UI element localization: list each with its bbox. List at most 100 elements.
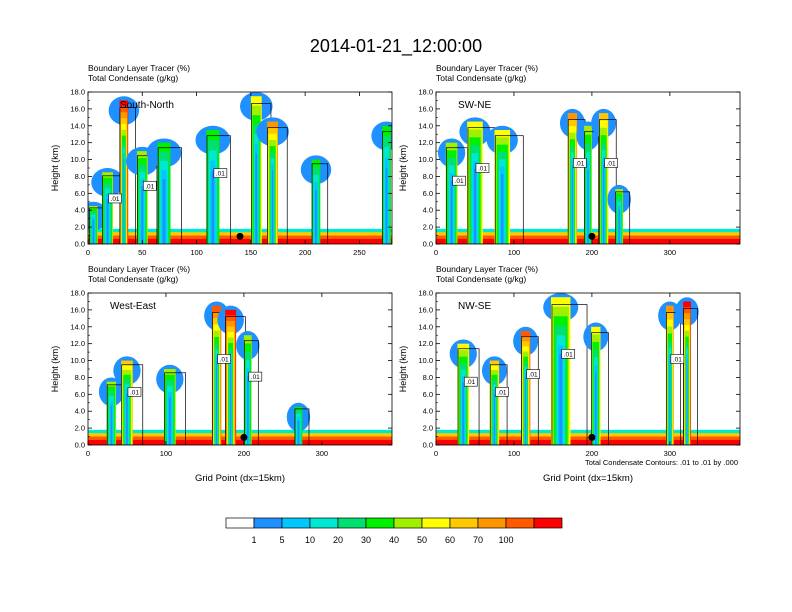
- condensate-contour: [521, 336, 539, 445]
- boundary-layer-band: [88, 238, 392, 244]
- tracer-column: [247, 376, 249, 445]
- contour-label: .01: [111, 196, 120, 203]
- y-tick-label: 16.0: [418, 104, 433, 113]
- condensate-contour: [615, 191, 631, 244]
- location-marker: [240, 433, 248, 441]
- tracer-column: [618, 209, 620, 244]
- contour-label: .01: [130, 389, 139, 396]
- y-axis-label: Height (km): [50, 145, 60, 192]
- condensate-contour: [599, 119, 617, 244]
- contour-label: .01: [220, 356, 229, 363]
- y-tick-label: 6.0: [423, 390, 433, 399]
- x-tick-label: 100: [508, 248, 521, 257]
- tracer-column: [271, 170, 274, 244]
- contour-label-box: [573, 158, 587, 168]
- tracer-column: [571, 165, 573, 244]
- colorbar-swatch: [421, 517, 451, 529]
- condensate-contour: [206, 135, 231, 244]
- contour-label: .01: [251, 374, 260, 381]
- condensate-contour: [551, 304, 588, 445]
- condensate-contour: [494, 135, 524, 244]
- y-tick-label: 0.0: [423, 441, 433, 450]
- y-tick-label: 14.0: [418, 322, 433, 331]
- tracer-column: [92, 220, 95, 244]
- colorbar-label: 70: [473, 535, 483, 545]
- x-tick-label: 200: [586, 248, 599, 257]
- y-tick-label: 18.0: [70, 88, 85, 97]
- x-tick-label: 50: [138, 248, 146, 257]
- condensate-contour: [382, 131, 392, 244]
- panel-3: Boundary Layer Tracer (%)Total Condensat…: [50, 264, 393, 484]
- tracer-column: [603, 164, 605, 244]
- colorbar-label: 30: [361, 535, 371, 545]
- tracer-column: [525, 377, 527, 445]
- contour-label: .01: [575, 160, 584, 167]
- panel-heading-condensate: Total Condensate (g/kg): [88, 73, 178, 83]
- contour-label: .01: [478, 166, 487, 173]
- x-tick-label: 200: [299, 248, 312, 257]
- tracer-column: [462, 382, 465, 445]
- colorbar-label: 60: [445, 535, 455, 545]
- contour-label-box: [127, 387, 142, 397]
- tracer-column: [559, 354, 563, 445]
- x-axis-label: Grid Point (dx=15km): [195, 473, 285, 484]
- x-tick-label: 300: [316, 449, 329, 458]
- location-marker: [588, 232, 596, 240]
- tracer-column: [230, 365, 232, 445]
- colorbar-swatch: [393, 517, 423, 529]
- y-tick-label: 4.0: [423, 206, 433, 215]
- y-axis-label: Height (km): [398, 145, 408, 192]
- colorbar-label: 5: [279, 535, 284, 545]
- y-tick-label: 18.0: [418, 88, 433, 97]
- y-tick-label: 16.0: [418, 305, 433, 314]
- y-tick-label: 8.0: [75, 373, 85, 382]
- contour-label-box: [217, 354, 231, 364]
- colorbar-label: 40: [389, 535, 399, 545]
- tracer-column: [123, 159, 125, 244]
- colorbar-swatch: [281, 517, 311, 529]
- tracer-column: [106, 199, 109, 244]
- colorbar-label: 20: [333, 535, 343, 545]
- y-tick-label: 16.0: [70, 104, 85, 113]
- panel-1: Boundary Layer Tracer (%)Total Condensat…: [50, 63, 393, 257]
- panel-heading-condensate: Total Condensate (g/kg): [436, 274, 526, 284]
- y-tick-label: 4.0: [75, 407, 85, 416]
- x-tick-label: 300: [664, 449, 677, 458]
- y-tick-label: 4.0: [75, 206, 85, 215]
- colorbar-swatch: [309, 517, 339, 529]
- y-tick-label: 4.0: [423, 407, 433, 416]
- colorbar: 1 5 10 20 30 40 50 60 70 100: [225, 517, 563, 545]
- tracer-column: [473, 168, 477, 244]
- y-tick-label: 8.0: [423, 373, 433, 382]
- y-tick-label: 0.0: [75, 441, 85, 450]
- y-tick-label: 2.0: [423, 223, 433, 232]
- x-tick-label: 100: [160, 449, 173, 458]
- contour-label-box: [526, 369, 540, 379]
- contour-footnote: Total Condensate Contours: .01 to .01 by…: [585, 458, 738, 467]
- colorbar-swatch: [225, 517, 255, 529]
- contour-label-box: [213, 168, 228, 178]
- plot-area: .01 .01 .01 .01: [436, 92, 740, 244]
- colorbar-swatch: [337, 517, 367, 529]
- tracer-column: [385, 168, 388, 244]
- contour-label-box: [604, 158, 618, 168]
- y-tick-label: 2.0: [75, 424, 85, 433]
- tracer-column: [595, 372, 597, 445]
- contour-label: .01: [607, 160, 616, 167]
- condensate-contour: [457, 348, 480, 445]
- condensate-contour: [665, 312, 681, 445]
- tracer-column: [141, 185, 144, 244]
- y-tick-label: 6.0: [75, 390, 85, 399]
- y-tick-label: 12.0: [418, 339, 433, 348]
- colorbar-swatch: [533, 517, 563, 529]
- x-tick-label: 0: [86, 248, 90, 257]
- y-tick-label: 12.0: [70, 138, 85, 147]
- panel-heading-condensate: Total Condensate (g/kg): [436, 73, 526, 83]
- y-tick-label: 14.0: [70, 121, 85, 130]
- contour-label-box: [452, 175, 466, 186]
- plot-area: .01 .01 .01: [88, 293, 392, 445]
- contour-label-box: [561, 349, 576, 359]
- colorbar-label: 1: [251, 535, 256, 545]
- y-tick-label: 6.0: [75, 189, 85, 198]
- condensate-contour: [119, 107, 136, 244]
